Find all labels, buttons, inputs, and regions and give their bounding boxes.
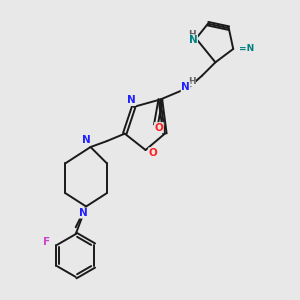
Text: H: H [188,76,195,85]
Text: O: O [148,148,157,158]
Text: N: N [79,208,88,218]
Text: O: O [154,123,163,133]
Text: N: N [82,136,91,146]
Text: N: N [127,95,136,105]
Text: H: H [188,30,195,39]
Text: N: N [189,35,197,45]
Text: F: F [43,237,50,248]
Text: =N: =N [239,44,254,53]
Text: N: N [181,82,190,92]
